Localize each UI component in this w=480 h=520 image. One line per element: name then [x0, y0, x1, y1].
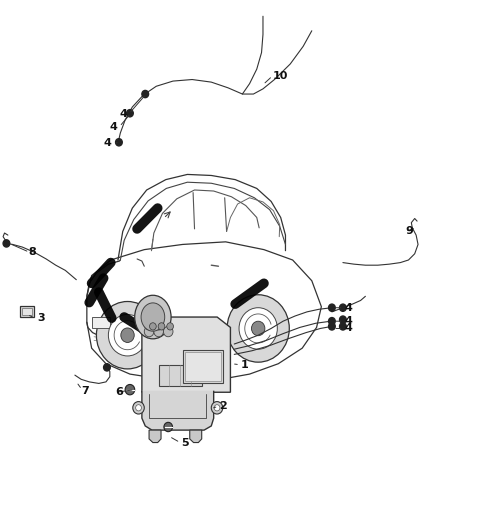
Text: 4: 4 [344, 323, 352, 333]
Text: 7: 7 [81, 386, 89, 396]
Text: 1: 1 [241, 360, 249, 370]
Bar [20, 306, 34, 317]
Circle shape [211, 401, 223, 414]
Bar [22, 308, 32, 315]
Circle shape [328, 318, 335, 325]
Text: 4: 4 [344, 316, 352, 326]
Text: 4: 4 [344, 303, 352, 313]
Circle shape [125, 384, 135, 395]
Circle shape [3, 240, 10, 247]
Circle shape [252, 321, 265, 336]
Circle shape [339, 316, 346, 323]
Text: 4: 4 [120, 109, 127, 119]
Circle shape [121, 328, 134, 343]
Bar [185, 353, 221, 381]
Circle shape [163, 327, 173, 337]
Polygon shape [142, 317, 230, 392]
Text: 10: 10 [273, 71, 288, 81]
Circle shape [127, 110, 133, 117]
Circle shape [116, 139, 122, 146]
Circle shape [214, 405, 220, 411]
Circle shape [158, 323, 165, 330]
Text: 4: 4 [110, 122, 118, 132]
Circle shape [150, 323, 156, 330]
Circle shape [227, 295, 289, 362]
Circle shape [136, 405, 142, 411]
Circle shape [164, 422, 172, 432]
Ellipse shape [135, 295, 171, 339]
Polygon shape [87, 242, 322, 382]
Circle shape [328, 304, 335, 311]
Text: 5: 5 [181, 437, 189, 448]
Circle shape [104, 363, 110, 371]
Circle shape [144, 320, 154, 330]
Circle shape [167, 323, 173, 330]
Ellipse shape [141, 303, 165, 331]
Circle shape [144, 327, 154, 337]
Circle shape [339, 323, 346, 330]
Text: 3: 3 [37, 313, 45, 323]
Circle shape [154, 327, 163, 337]
Circle shape [239, 308, 277, 349]
Text: 2: 2 [219, 401, 227, 411]
Text: 6: 6 [116, 387, 123, 397]
Circle shape [339, 304, 346, 311]
Text: 4: 4 [104, 138, 111, 148]
Bar [92, 317, 110, 329]
Polygon shape [149, 430, 161, 443]
Bar [158, 365, 202, 385]
Circle shape [142, 90, 149, 98]
Circle shape [108, 315, 147, 356]
Polygon shape [142, 391, 214, 430]
Polygon shape [190, 430, 202, 443]
Text: 9: 9 [405, 227, 413, 237]
Circle shape [154, 320, 163, 330]
Circle shape [328, 323, 335, 330]
Bar [182, 350, 223, 383]
Circle shape [133, 401, 144, 414]
Text: 8: 8 [28, 247, 36, 257]
Circle shape [96, 302, 158, 369]
